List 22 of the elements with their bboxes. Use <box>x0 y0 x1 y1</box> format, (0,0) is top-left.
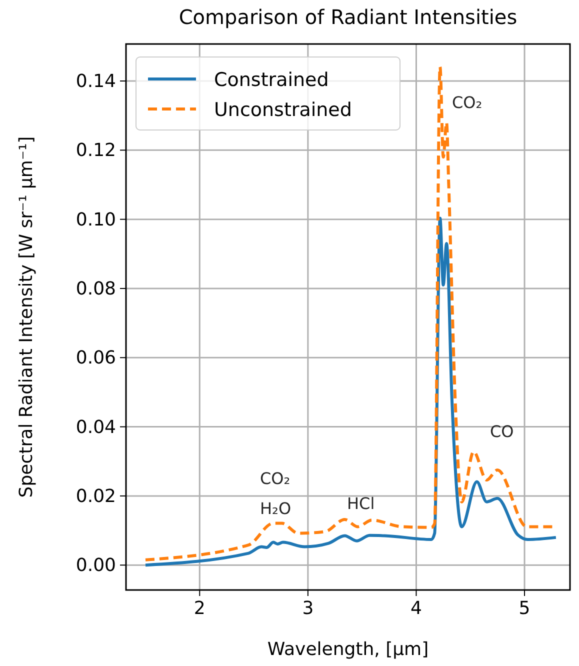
y-tick-label: 0.14 <box>76 71 116 92</box>
annotation: HCl <box>347 494 375 513</box>
annotation: CO₂ <box>260 469 290 488</box>
annotation: CO₂ <box>452 93 482 112</box>
y-tick-label: 0.12 <box>76 140 116 162</box>
chart-title: Comparison of Radiant Intensities <box>178 5 518 29</box>
annotation: H₂O <box>260 499 292 518</box>
legend-label: Unconstrained <box>214 99 352 121</box>
y-tick-label: 0.04 <box>76 416 116 438</box>
y-tick-label: 0.10 <box>76 209 116 230</box>
x-tick-label: 4 <box>410 598 422 619</box>
x-axis-title: Wavelength, [μm] <box>267 639 429 660</box>
x-tick-label: 2 <box>194 598 206 619</box>
legend-label: Constrained <box>214 69 329 91</box>
y-tick-label: 0.00 <box>76 555 116 576</box>
x-tick-label: 3 <box>302 598 314 619</box>
annotation: CO <box>490 422 514 441</box>
y-tick-label: 0.08 <box>76 278 116 300</box>
y-axis-title: Spectral Radiant Intensity [W sr⁻¹ μm⁻¹] <box>16 136 37 498</box>
y-tick-label: 0.06 <box>76 348 116 369</box>
x-tick-label: 5 <box>518 598 530 619</box>
y-tick-label: 0.02 <box>76 486 116 507</box>
